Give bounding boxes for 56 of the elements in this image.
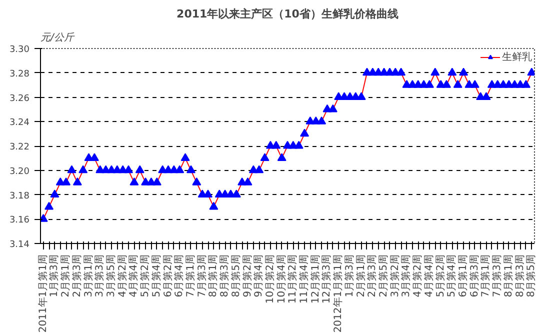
x-tick-label: 6月第1周 [457,254,470,298]
y-tick-label: 3.24 [9,118,30,128]
x-tick-label: 2月第3周 [70,254,83,298]
x-tick-label: 2月第3周 [366,254,378,298]
y-tick-label: 3.26 [9,94,30,104]
x-tick-label: 4月第2周 [116,254,128,298]
x-tick-label: 7月第3周 [491,254,504,298]
x-tick-label: 4月第4周 [422,254,435,298]
x-tick-label: 11月第2周 [286,254,299,304]
y-tick-label: 3.14 [9,240,30,250]
x-tick-label: 3月第4周 [400,254,412,298]
y-axis-title: 元/公斤 [40,32,75,44]
x-tick-label: 5月第4周 [446,254,458,298]
x-tick-label: 2月第5周 [378,254,390,298]
x-tick-label: 8月第5周 [230,254,242,298]
x-tick-label: 8月第5周 [525,254,538,298]
x-tick-label: 12月第3周 [320,254,333,304]
y-tick-label: 3.20 [9,166,30,177]
x-tick-label: 7月第1周 [480,254,492,298]
x-tick-label: 2011年1月第1周 [36,254,49,333]
x-tick-label: 8月第1周 [502,254,514,298]
y-tick-label: 3.22 [9,142,30,152]
x-tick-label: 8月第3周 [218,254,231,298]
x-tick-label: 9月第2周 [241,254,254,298]
x-tick-label: 3月第2周 [388,254,401,298]
x-tick-label: 3月第1周 [82,254,94,298]
x-tick-label: 5月第2周 [434,254,446,298]
x-tick-label: 7月第1周 [184,254,196,298]
x-tick-label: 11月第4周 [298,254,310,304]
x-tick-label: 10月第2周 [264,254,276,304]
x-tick-label: 4月第2周 [412,254,424,298]
x-tick-label: 5月第4周 [150,254,162,298]
x-tick-label: 2月第1周 [354,254,367,298]
x-tick-label: 6月第3周 [468,254,480,298]
x-tick-label: 2月第1周 [60,254,72,298]
legend-label: 生鲜乳 [502,50,532,64]
x-tick-label: 8月第3周 [514,254,526,298]
x-tick-label: 4月第4周 [128,254,140,298]
x-tick-label: 6月第4周 [173,254,186,298]
x-tick-label: 8月第1周 [207,254,220,298]
y-tick-label: 3.30 [9,45,30,55]
x-tick-label: 5月第2周 [139,254,152,298]
x-tick-label: 6月第2周 [162,254,174,298]
y-tick-label: 3.28 [9,69,30,80]
y-tick-label: 3.18 [9,191,30,202]
x-tick-label: 7月第3周 [196,254,208,298]
x-tick-label: 1月第3周 [48,254,60,298]
y-tick-label: 3.16 [9,216,30,226]
x-tick-label: 12月第1周 [309,254,322,304]
chart-title: 2011年以来主产区（10省）生鲜乳价格曲线 [176,8,398,20]
x-tick-label: 10月第4周 [275,254,288,304]
x-tick-label: 1月第3周 [343,254,356,298]
x-tick-label: 2012年1月第1周 [332,254,344,333]
x-tick-label: 9月第4周 [252,254,265,298]
x-tick-label: 3月第5周 [104,254,117,298]
x-tick-label: 3月第3周 [94,254,106,298]
